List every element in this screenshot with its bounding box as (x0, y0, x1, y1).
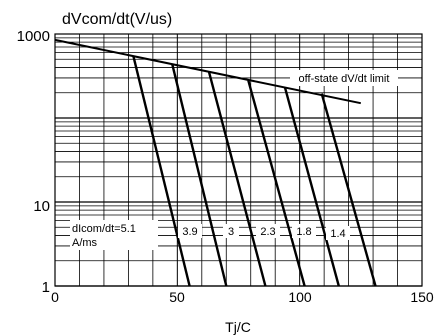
curve-label-bg-3-9 (178, 224, 202, 238)
curve-label-bg-1-4 (326, 226, 350, 240)
x-tick-label-50: 50 (169, 289, 185, 305)
y-tick-label-1: 1 (42, 279, 50, 296)
curve-line-1-4 (320, 93, 377, 287)
y-tick-label-10: 10 (33, 198, 50, 215)
curve-label-1-8: 1.8 (296, 226, 311, 238)
curve-label-1-4: 1.4 (330, 228, 345, 240)
y-axis-title: dVcom/dt(V/us) (62, 11, 172, 28)
y-tick-label-1000: 1000 (17, 28, 50, 45)
x-tick-label-150: 150 (410, 289, 434, 305)
curve-label-2-3: 2.3 (260, 226, 275, 238)
x-tick-label-0: 0 (51, 289, 59, 305)
curve-label-3-9: 3.9 (182, 226, 197, 238)
limit-line (54, 38, 362, 105)
curve-label-bg-3 (223, 224, 239, 238)
x-tick-label-100: 100 (288, 289, 312, 305)
x-axis-title: Tj/C (225, 319, 251, 335)
curve-label-5-1: dIcom/dt=5.1 (72, 223, 136, 235)
limit-label-bg (290, 70, 398, 86)
curve-line-1-8 (283, 87, 340, 287)
curve-line-3 (207, 71, 267, 287)
curve-label-unit: A/ms (72, 237, 98, 249)
curve-line-3-9 (171, 64, 228, 287)
curve-label-3: 3 (228, 226, 234, 238)
curve-label-bg-1-8 (292, 224, 316, 238)
label-layer: dVcom/dt(V/us) Tj/C 1000 10 1 0 50 100 1… (17, 11, 434, 335)
curve-line-2-3 (247, 80, 306, 287)
limit-label: off-state dV/dt limit (299, 73, 390, 85)
curve-label-bg-2-3 (256, 224, 280, 238)
series-lines (54, 38, 377, 287)
curve-line-5-1 (132, 55, 191, 287)
curve-label-bg-5-1 (70, 220, 158, 250)
